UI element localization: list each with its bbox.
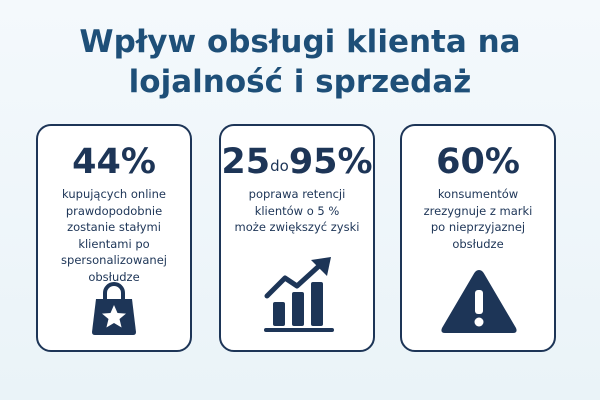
description-line: obsłudze <box>88 269 140 284</box>
description-line: spersonalizowanej <box>61 253 167 267</box>
warning-triangle-icon <box>441 270 517 333</box>
stat-description: kupujących online prawdopodobnie zostani… <box>42 186 186 285</box>
description-line: klientami po <box>78 236 150 251</box>
page-title: Wpływ obsługi klienta na lojalność i spr… <box>0 22 600 102</box>
description-line: zostanie stałymi <box>67 220 161 234</box>
description-line: klientów o 5 % <box>254 203 340 218</box>
description-line: obsłudze <box>452 236 504 251</box>
stat-value: 60% <box>436 142 520 182</box>
stat-from: 25 <box>221 142 271 182</box>
stat-value: 44% <box>72 142 156 182</box>
title-line-1: Wpływ obsługi klienta na <box>79 24 521 60</box>
growth-chart-arrow-icon <box>264 257 334 332</box>
stat-joiner: do <box>270 157 289 175</box>
stat-description: konsumentów zrezygnuje z marki po nieprz… <box>406 186 550 252</box>
stat-card-unfriendly-service: 60% konsumentów zrezygnuje z marki po ni… <box>400 124 556 352</box>
description-line: zrezygnuje z marki <box>423 203 533 218</box>
shopping-bag-star-icon <box>92 282 136 335</box>
description-line: może zwiększyć zyski <box>234 220 360 234</box>
description-line: prawdopodobnie <box>65 203 163 218</box>
stat-card-retention: 25do95% poprawa retencji klientów o 5 % … <box>219 124 375 352</box>
description-line: po nieprzyjaznej <box>430 220 526 234</box>
stat-to: 95% <box>288 142 373 182</box>
stat-value: 25do95% <box>221 140 373 188</box>
description-line: kupujących online <box>62 187 166 201</box>
title-line-2: lojalność i sprzedaż <box>128 64 472 100</box>
description-line: poprawa retencji <box>248 187 346 201</box>
description-line: konsumentów <box>437 187 519 201</box>
stat-description: poprawa retencji klientów o 5 % może zwi… <box>225 186 369 236</box>
stat-card-personalized-service: 44% kupujących online prawdopodobnie zos… <box>36 124 192 352</box>
